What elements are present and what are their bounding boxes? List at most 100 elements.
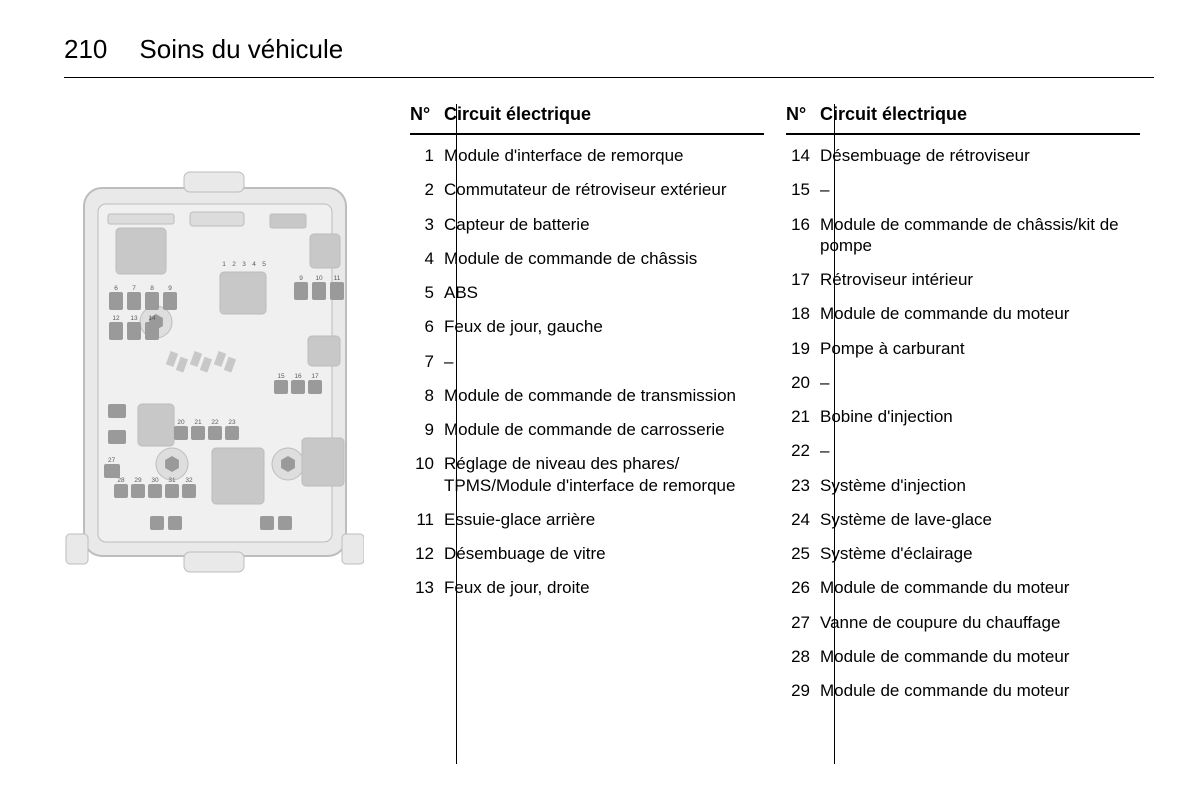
svg-text:8: 8 bbox=[150, 285, 154, 292]
svg-text:10: 10 bbox=[315, 275, 323, 282]
circuit-label: Module de commande du moteur bbox=[820, 303, 1140, 324]
table-row: 17Rétroviseur intérieur bbox=[786, 269, 1140, 290]
svg-text:17: 17 bbox=[311, 373, 319, 380]
table-row: 26Module de commande du moteur bbox=[786, 577, 1140, 598]
circuit-number: 27 bbox=[786, 612, 820, 633]
svg-text:7: 7 bbox=[132, 285, 136, 292]
table-row: 21Bobine d'injection bbox=[786, 406, 1140, 427]
table-row: 5ABS bbox=[410, 282, 764, 303]
table-row: 10Réglage de niveau des phares/ TPMS/Mod… bbox=[410, 453, 764, 496]
page-header: 210 Soins du véhicule bbox=[64, 34, 1154, 65]
column-separator bbox=[834, 104, 835, 764]
svg-text:4: 4 bbox=[252, 261, 256, 268]
svg-text:6: 6 bbox=[114, 285, 118, 292]
header-rule bbox=[64, 77, 1154, 78]
circuit-number: 22 bbox=[786, 440, 820, 461]
diagram-column: 6789121314910112021222328293031321516172… bbox=[64, 104, 392, 714]
content-columns: 6789121314910112021222328293031321516172… bbox=[64, 104, 1154, 714]
circuit-label: Feux de jour, gauche bbox=[444, 316, 764, 337]
circuit-label: – bbox=[820, 179, 1140, 200]
table-row: 16Module de commande de châssis/kit de p… bbox=[786, 214, 1140, 257]
circuit-label: – bbox=[444, 351, 764, 372]
circuit-label: Module de commande de transmission bbox=[444, 385, 764, 406]
svg-text:12: 12 bbox=[112, 315, 120, 322]
svg-text:16: 16 bbox=[294, 373, 302, 380]
table-row: 4Module de commande de châssis bbox=[410, 248, 764, 269]
circuit-number: 26 bbox=[786, 577, 820, 598]
table-row: 1Module d'interface de remorque bbox=[410, 145, 764, 166]
circuit-number: 7 bbox=[410, 351, 444, 372]
header-num: N° bbox=[410, 104, 444, 125]
circuit-number: 4 bbox=[410, 248, 444, 269]
svg-text:14: 14 bbox=[148, 315, 156, 322]
table-row: 12Désembuage de vitre bbox=[410, 543, 764, 564]
table-row: 24Système de lave-glace bbox=[786, 509, 1140, 530]
circuit-number: 21 bbox=[786, 406, 820, 427]
circuit-number: 15 bbox=[786, 179, 820, 200]
table-row: 9Module de commande de carrosserie bbox=[410, 419, 764, 440]
header-label: Circuit électrique bbox=[444, 104, 764, 125]
circuit-label: Système de lave-glace bbox=[820, 509, 1140, 530]
table-row: 23Système d'injection bbox=[786, 475, 1140, 496]
circuit-number: 23 bbox=[786, 475, 820, 496]
svg-text:23: 23 bbox=[228, 419, 236, 426]
circuit-label: Module de commande du moteur bbox=[820, 646, 1140, 667]
table-header: N° Circuit électrique bbox=[410, 104, 764, 135]
circuit-number: 6 bbox=[410, 316, 444, 337]
svg-text:30: 30 bbox=[151, 477, 159, 484]
svg-text:3: 3 bbox=[242, 261, 246, 268]
table-row: 13Feux de jour, droite bbox=[410, 577, 764, 598]
circuit-number: 29 bbox=[786, 680, 820, 701]
circuit-label: Rétroviseur intérieur bbox=[820, 269, 1140, 290]
circuit-number: 18 bbox=[786, 303, 820, 324]
circuit-number: 24 bbox=[786, 509, 820, 530]
circuit-number: 1 bbox=[410, 145, 444, 166]
table-row: 7– bbox=[410, 351, 764, 372]
circuit-label: Module de commande de carrosserie bbox=[444, 419, 764, 440]
circuit-label: Module de commande du moteur bbox=[820, 577, 1140, 598]
circuit-number: 13 bbox=[410, 577, 444, 598]
svg-text:1: 1 bbox=[222, 261, 226, 268]
page-number: 210 bbox=[64, 34, 107, 65]
header-num: N° bbox=[786, 104, 820, 125]
circuit-number: 3 bbox=[410, 214, 444, 235]
circuit-label: Module de commande du moteur bbox=[820, 680, 1140, 701]
fusebox-diagram: 6789121314910112021222328293031321516172… bbox=[64, 154, 364, 594]
circuit-number: 10 bbox=[410, 453, 444, 496]
circuit-label: Bobine d'injection bbox=[820, 406, 1140, 427]
circuit-label: – bbox=[820, 440, 1140, 461]
table-row: 20– bbox=[786, 372, 1140, 393]
svg-text:28: 28 bbox=[117, 477, 125, 484]
circuit-number: 19 bbox=[786, 338, 820, 359]
svg-text:32: 32 bbox=[185, 477, 193, 484]
table-row: 18Module de commande du moteur bbox=[786, 303, 1140, 324]
circuit-number: 2 bbox=[410, 179, 444, 200]
table-row: 6Feux de jour, gauche bbox=[410, 316, 764, 337]
circuit-label: ABS bbox=[444, 282, 764, 303]
circuit-number: 8 bbox=[410, 385, 444, 406]
circuit-table-left: N° Circuit électrique 1Module d'interfac… bbox=[392, 104, 768, 714]
circuit-label: Vanne de coupure du chauffage bbox=[820, 612, 1140, 633]
header-label: Circuit électrique bbox=[820, 104, 1140, 125]
svg-text:2: 2 bbox=[232, 261, 236, 268]
svg-text:5: 5 bbox=[262, 261, 266, 268]
circuit-table-right: N° Circuit électrique 14Désembuage de ré… bbox=[768, 104, 1144, 714]
circuit-label: Pompe à carburant bbox=[820, 338, 1140, 359]
circuit-number: 28 bbox=[786, 646, 820, 667]
svg-text:22: 22 bbox=[211, 419, 219, 426]
circuit-number: 5 bbox=[410, 282, 444, 303]
svg-text:29: 29 bbox=[134, 477, 142, 484]
table-row: 25Système d'éclairage bbox=[786, 543, 1140, 564]
table-row: 27Vanne de coupure du chauffage bbox=[786, 612, 1140, 633]
svg-text:13: 13 bbox=[130, 315, 138, 322]
circuit-label: Réglage de niveau des phares/ TPMS/Modul… bbox=[444, 453, 764, 496]
circuit-label: Système d'éclairage bbox=[820, 543, 1140, 564]
table-row: 29Module de commande du moteur bbox=[786, 680, 1140, 701]
circuit-label: – bbox=[820, 372, 1140, 393]
circuit-number: 12 bbox=[410, 543, 444, 564]
svg-text:21: 21 bbox=[194, 419, 202, 426]
table-row: 19Pompe à carburant bbox=[786, 338, 1140, 359]
table-row: 3Capteur de batterie bbox=[410, 214, 764, 235]
circuit-number: 11 bbox=[410, 509, 444, 530]
circuit-label: Feux de jour, droite bbox=[444, 577, 764, 598]
